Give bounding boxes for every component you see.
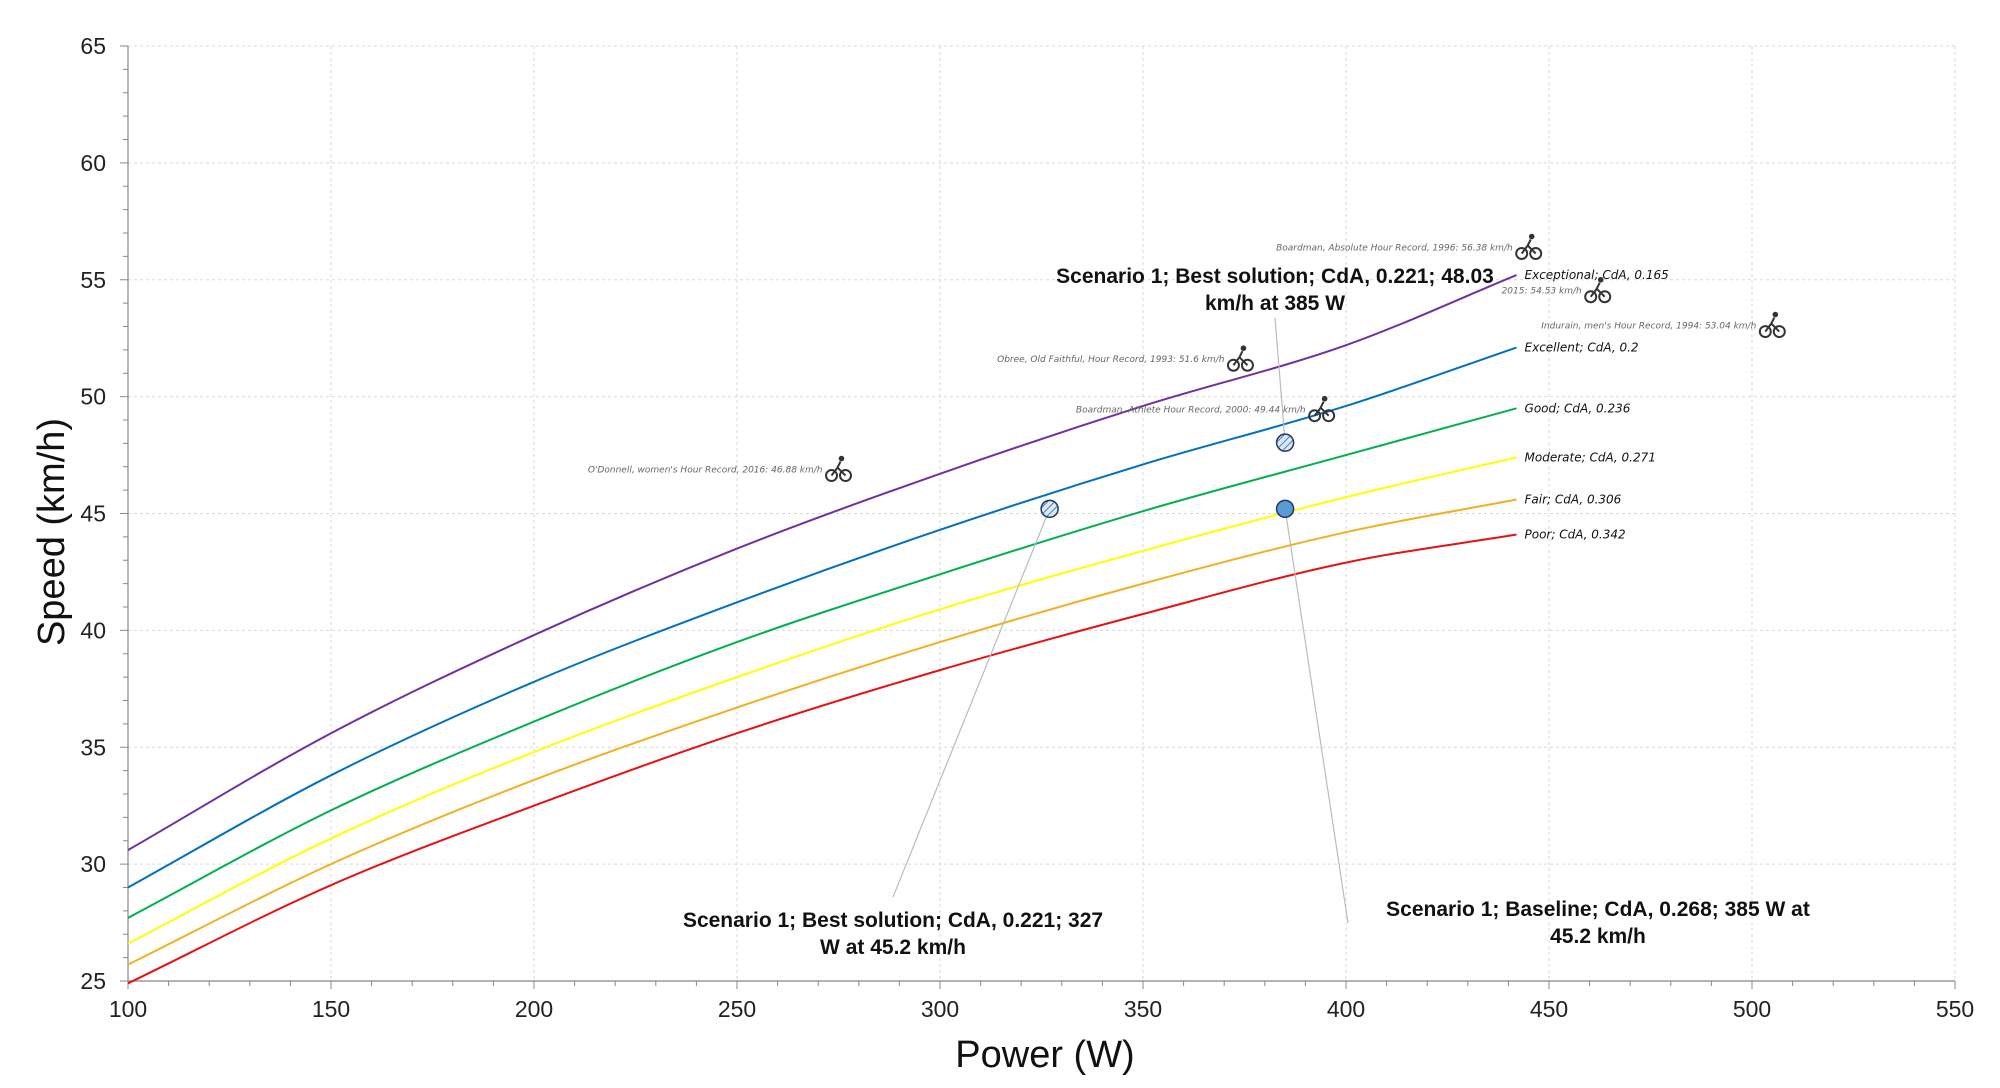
wheel-shape bbox=[1322, 409, 1336, 423]
cyclist-icon bbox=[1226, 345, 1254, 372]
x-tick-label: 250 bbox=[718, 996, 756, 1022]
y-tick-label: 50 bbox=[80, 384, 106, 410]
callout-label: Scenario 1; Best solution; CdA, 0.221; 3… bbox=[683, 909, 1103, 932]
series-line bbox=[127, 533, 1517, 985]
wheel-shape bbox=[1758, 325, 1772, 339]
cyclist-icon bbox=[1515, 233, 1543, 260]
axes: 100 150 200 250 300 350 400 450 500 550 25 30 35 40 45… bbox=[80, 33, 1974, 1022]
record-label: Indurain, men's Hour Record, 1994: 53.04… bbox=[1541, 322, 1756, 332]
callouts-group: Scenario 1; Best solution; CdA, 0.221; 4… bbox=[683, 265, 1810, 959]
frame-shape bbox=[1589, 282, 1606, 298]
record-label: Boardman, Absolute Hour Record, 1996: 56… bbox=[1276, 243, 1513, 253]
y-tick-label: 25 bbox=[80, 968, 106, 994]
cyclist-icon bbox=[825, 455, 852, 483]
wheel-shape bbox=[839, 469, 852, 483]
head-shape bbox=[1528, 233, 1535, 240]
y-axis-title: Speed (km/h) bbox=[31, 418, 73, 646]
series-line bbox=[127, 456, 1517, 945]
head-shape bbox=[1772, 311, 1779, 318]
callout-label: km/h at 385 W bbox=[1205, 292, 1345, 315]
series-line bbox=[127, 407, 1517, 919]
wheel-shape bbox=[1308, 409, 1322, 423]
callout-leader bbox=[1284, 508, 1349, 924]
cyclist-icon bbox=[1758, 311, 1786, 339]
x-tick-label: 150 bbox=[312, 996, 350, 1022]
frame-shape bbox=[830, 461, 847, 477]
frame-shape bbox=[1232, 350, 1249, 366]
callout-leader bbox=[1274, 317, 1286, 443]
series-group bbox=[127, 274, 1517, 985]
scenario-point bbox=[1275, 499, 1295, 519]
frame-shape bbox=[1520, 239, 1537, 255]
callout-label: Scenario 1; Baseline; CdA, 0.268; 385 W … bbox=[1386, 898, 1810, 921]
x-tick-label: 350 bbox=[1124, 996, 1162, 1022]
series-line bbox=[127, 346, 1517, 889]
wheel-shape bbox=[1240, 358, 1254, 372]
wheel-shape bbox=[825, 469, 838, 483]
callout-leader bbox=[892, 508, 1051, 898]
x-tick-label: 100 bbox=[109, 996, 147, 1022]
frame-shape bbox=[1764, 317, 1781, 333]
y-tick-label: 35 bbox=[80, 734, 106, 760]
series-label: Exceptional; CdA, 0.165 bbox=[1525, 268, 1669, 282]
record-label: 2015: 54.53 km/h bbox=[1502, 287, 1582, 297]
series-label: Moderate; CdA, 0.271 bbox=[1525, 450, 1656, 464]
frame-shape bbox=[1313, 401, 1330, 417]
x-tick-label: 300 bbox=[921, 996, 959, 1022]
records-group: Boardman, Absolute Hour Record, 1996: 56… bbox=[588, 233, 1786, 483]
head-shape bbox=[1597, 276, 1604, 283]
grid bbox=[128, 45, 1956, 981]
record-label: O'Donnell, women's Hour Record, 2016: 46… bbox=[588, 466, 823, 476]
y-tick-label: 30 bbox=[80, 851, 106, 877]
scenario-point bbox=[1275, 433, 1295, 452]
y-tick-label: 45 bbox=[80, 501, 106, 527]
cyclist-icon bbox=[1584, 276, 1612, 304]
callout-label: W at 45.2 km/h bbox=[820, 936, 966, 959]
y-tick-label: 65 bbox=[80, 33, 106, 59]
head-shape bbox=[1240, 345, 1247, 352]
y-tick-label: 60 bbox=[80, 150, 106, 176]
wheel-shape bbox=[1772, 325, 1786, 339]
series-label: Excellent; CdA, 0.2 bbox=[1525, 341, 1639, 355]
x-tick-label: 550 bbox=[1936, 996, 1974, 1022]
x-tick-label: 500 bbox=[1733, 996, 1771, 1022]
x-tick-label: 400 bbox=[1327, 996, 1365, 1022]
series-label: Fair; CdA, 0.306 bbox=[1525, 492, 1622, 506]
cyclist-icon bbox=[1308, 395, 1336, 423]
wheel-shape bbox=[1515, 246, 1529, 260]
record-label: Obree, Old Faithful, Hour Record, 1993: … bbox=[997, 355, 1225, 365]
x-tick-label: 200 bbox=[515, 996, 553, 1022]
series-line bbox=[127, 274, 1517, 851]
y-tick-label: 55 bbox=[80, 267, 106, 293]
wheel-shape bbox=[1584, 290, 1598, 304]
head-shape bbox=[838, 455, 845, 462]
series-label: Good; CdA, 0.236 bbox=[1525, 401, 1631, 415]
x-axis-title: Power (W) bbox=[955, 1034, 1134, 1076]
x-tick-label: 450 bbox=[1530, 996, 1568, 1022]
points-group bbox=[1040, 433, 1295, 519]
scenario-point bbox=[1040, 499, 1059, 519]
series-label: Poor; CdA, 0.342 bbox=[1525, 528, 1626, 542]
curve-labels: Exceptional; CdA, 0.165 Excellent; CdA, 0… bbox=[1525, 268, 1669, 541]
wheel-shape bbox=[1226, 358, 1240, 372]
wheel-shape bbox=[1598, 290, 1612, 304]
y-tick-label: 40 bbox=[80, 617, 106, 643]
series-line bbox=[127, 498, 1517, 966]
record-label: Boardman, Athlete Hour Record, 2000: 49.… bbox=[1076, 406, 1306, 416]
callout-label: 45.2 km/h bbox=[1550, 925, 1646, 948]
wheel-shape bbox=[1529, 246, 1543, 260]
callout-label: Scenario 1; Best solution; CdA, 0.221; 4… bbox=[1056, 265, 1494, 288]
head-shape bbox=[1321, 395, 1328, 402]
